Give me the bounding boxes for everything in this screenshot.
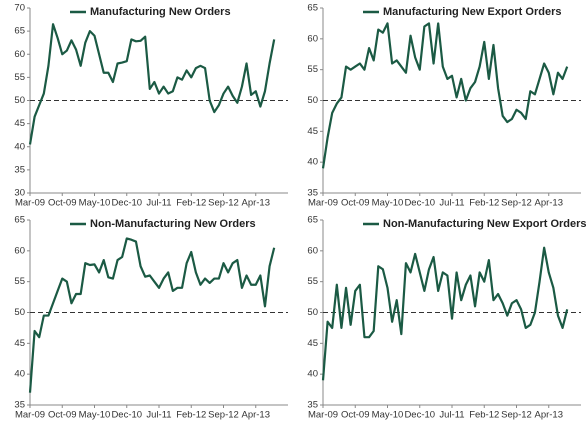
- x-tick-label: Jul-11: [439, 198, 464, 209]
- x-tick-label: Mar-09: [308, 410, 338, 421]
- y-tick-label: 45: [307, 126, 318, 137]
- y-tick-label: 50: [14, 307, 25, 318]
- y-tick-label: 35: [14, 400, 25, 411]
- y-tick-label: 35: [307, 400, 318, 411]
- y-tick-label: 60: [14, 245, 25, 256]
- x-tick-label: Feb-12: [469, 198, 499, 209]
- y-tick-label: 60: [307, 33, 318, 44]
- y-tick-label: 40: [14, 369, 25, 380]
- x-tick-label: Jul-11: [146, 410, 171, 421]
- x-tick-label: Mar-09: [308, 198, 338, 209]
- x-tick-label: Apr-13: [534, 410, 563, 421]
- y-tick-label: 55: [307, 276, 318, 287]
- y-tick-label: 45: [14, 338, 25, 349]
- y-tick-label: 40: [14, 141, 25, 152]
- y-tick-label: 55: [14, 72, 25, 83]
- legend-label: Manufacturing New Export Orders: [383, 6, 561, 18]
- y-tick-label: 60: [307, 245, 318, 256]
- x-tick-label: Dec-10: [404, 198, 435, 209]
- x-tick-label: May-10: [79, 198, 111, 209]
- y-tick-label: 50: [14, 95, 25, 106]
- y-tick-label: 65: [14, 215, 25, 226]
- legend-label: Non-Manufacturing New Export Orders: [383, 218, 586, 230]
- x-tick-label: Dec-10: [111, 198, 142, 209]
- y-tick-label: 55: [14, 276, 25, 287]
- y-tick-label: 35: [307, 188, 318, 199]
- x-tick-label: Sep-12: [501, 410, 532, 421]
- x-tick-label: Feb-12: [469, 410, 499, 421]
- x-tick-label: Mar-09: [15, 410, 45, 421]
- x-tick-label: Jul-11: [439, 410, 464, 421]
- x-tick-label: Oct-09: [48, 410, 77, 421]
- x-tick-label: Feb-12: [176, 198, 206, 209]
- legend-label: Manufacturing New Orders: [90, 6, 231, 18]
- x-tick-label: Oct-09: [341, 198, 370, 209]
- y-tick-label: 35: [14, 164, 25, 175]
- x-tick-label: Dec-10: [111, 410, 142, 421]
- y-tick-label: 40: [307, 369, 318, 380]
- y-tick-label: 65: [307, 215, 318, 226]
- y-tick-label: 60: [14, 49, 25, 60]
- x-tick-label: Sep-12: [208, 410, 239, 421]
- x-tick-label: Mar-09: [15, 198, 45, 209]
- y-tick-label: 45: [14, 118, 25, 129]
- y-tick-label: 65: [14, 26, 25, 37]
- legend-label: Non-Manufacturing New Orders: [90, 218, 256, 230]
- y-tick-label: 50: [307, 307, 318, 318]
- series-line: [28, 237, 276, 393]
- x-tick-label: Apr-13: [241, 198, 270, 209]
- x-tick-label: Feb-12: [176, 410, 206, 421]
- y-tick-label: 30: [14, 188, 25, 199]
- y-tick-label: 55: [307, 64, 318, 75]
- x-tick-label: Dec-10: [404, 410, 435, 421]
- series-line: [28, 23, 276, 145]
- y-tick-label: 70: [14, 3, 25, 14]
- x-tick-label: Apr-13: [534, 198, 563, 209]
- x-tick-label: Oct-09: [48, 198, 77, 209]
- x-tick-label: Sep-12: [501, 198, 532, 209]
- y-tick-label: 50: [307, 95, 318, 106]
- x-tick-label: May-10: [372, 198, 404, 209]
- series-line: [321, 246, 569, 381]
- x-tick-label: Apr-13: [241, 410, 270, 421]
- x-tick-label: May-10: [79, 410, 111, 421]
- x-tick-label: May-10: [372, 410, 404, 421]
- x-tick-label: Jul-11: [146, 198, 171, 209]
- x-tick-label: Sep-12: [208, 198, 239, 209]
- y-tick-label: 45: [307, 338, 318, 349]
- y-tick-label: 40: [307, 157, 318, 168]
- series-line: [321, 22, 569, 169]
- x-tick-label: Oct-09: [341, 410, 370, 421]
- y-tick-label: 65: [307, 3, 318, 14]
